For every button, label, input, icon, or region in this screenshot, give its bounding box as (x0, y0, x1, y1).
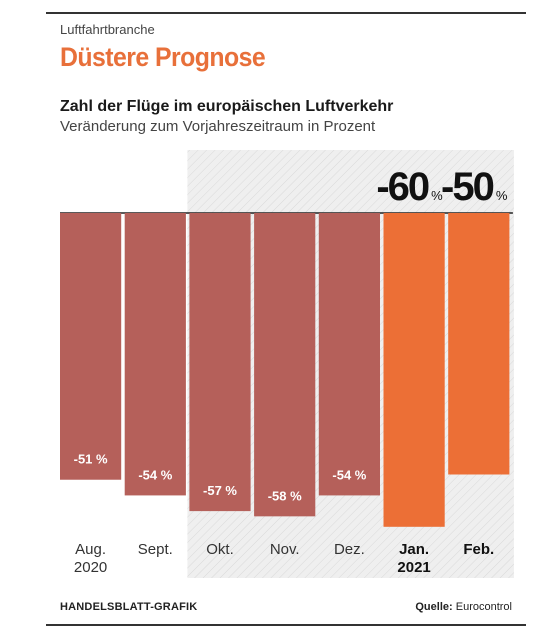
category-label: Okt. (206, 541, 234, 558)
bottom-rule (46, 624, 526, 626)
source-label: Quelle: (415, 601, 453, 613)
category-label: 2021 (397, 559, 430, 576)
bar (60, 213, 122, 480)
category-label: Jan. (399, 541, 429, 558)
bar (254, 213, 316, 517)
bar (448, 213, 510, 475)
chart-subtitle: Veränderung zum Vorjahreszeitraum in Pro… (60, 118, 376, 135)
forecast-label: -50% (441, 165, 508, 209)
kicker: Luftfahrtbranche (60, 22, 155, 37)
top-rule (46, 12, 526, 14)
headline: Düstere Prognose (60, 42, 266, 72)
category-label: 2020 (74, 559, 107, 576)
bar (189, 213, 251, 512)
bar (318, 213, 380, 496)
data-label: -51 % (74, 452, 108, 467)
data-label: -54 % (138, 467, 172, 482)
category-label: Dez. (334, 541, 365, 558)
category-label: Aug. (75, 541, 106, 558)
data-label: -58 % (268, 488, 302, 503)
source: Quelle: Eurocontrol (415, 601, 512, 613)
bar (383, 213, 445, 527)
source-value: Eurocontrol (455, 601, 512, 613)
category-label: Nov. (270, 541, 300, 558)
credit: HANDELSBLATT-GRAFIK (60, 601, 198, 613)
bar (124, 213, 186, 496)
category-label: Sept. (138, 541, 173, 558)
chart-title: Zahl der Flüge im europäischen Luftverke… (60, 98, 394, 115)
data-label: -57 % (203, 483, 237, 498)
forecast-label: -60% (376, 165, 443, 209)
category-label: Feb. (463, 541, 494, 558)
data-label: -54 % (332, 467, 366, 482)
